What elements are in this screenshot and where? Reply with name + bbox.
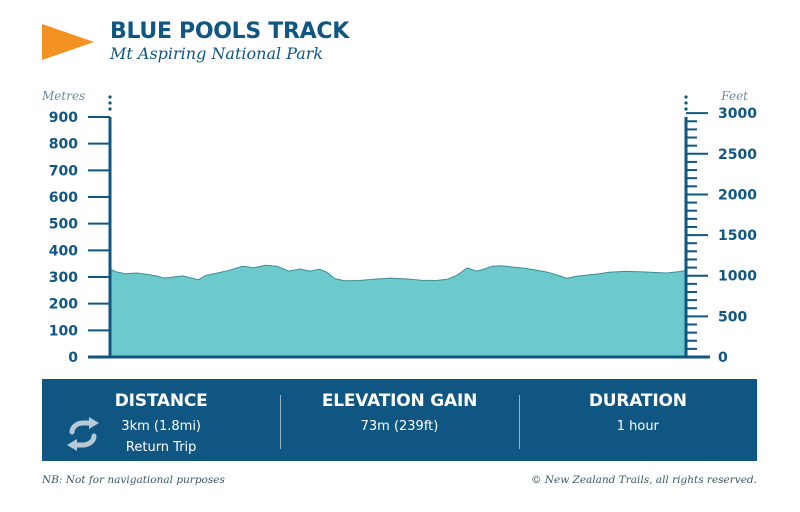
elevation-gain-stat: ELEVATION GAIN 73m (239ft) <box>280 379 518 461</box>
distance-stat: DISTANCE 3km (1.8mi) Return Trip <box>42 379 280 461</box>
distance-trip-type: Return Trip <box>125 440 197 455</box>
elevation-gain-value: 73m (239ft) <box>360 419 439 434</box>
elevation-gain-heading: ELEVATION GAIN <box>321 391 478 411</box>
elevation-area <box>109 264 687 358</box>
trail-title: BLUE POOLS TRACK <box>110 19 349 44</box>
duration-value: 1 hour <box>616 419 659 434</box>
right-tick-label: 0 <box>718 350 728 366</box>
pennant-logo-icon <box>42 24 94 60</box>
left-tick-label: 0 <box>68 350 78 366</box>
duration-stat: DURATION 1 hour <box>518 379 757 461</box>
right-axis-minor-ticks <box>686 120 697 350</box>
left-tick-label: 800 <box>49 137 78 153</box>
left-tick-label: 500 <box>49 217 78 233</box>
right-axis-ticks: 0 500 1000 1500 2000 2500 3000 <box>686 106 757 366</box>
right-tick-label: 1000 <box>718 269 757 285</box>
copyright-notice: © New Zealand Trails, all rights reserve… <box>530 474 757 486</box>
right-tick-label: 1500 <box>718 228 757 244</box>
left-tick-label: 200 <box>49 297 78 313</box>
distance-heading: DISTANCE <box>114 391 208 411</box>
left-tick-label: 700 <box>49 163 78 179</box>
right-tick-label: 500 <box>718 309 747 325</box>
left-tick-label: 100 <box>49 323 78 339</box>
left-tick-label: 600 <box>49 190 78 206</box>
right-tick-label: 3000 <box>718 106 757 122</box>
left-axis-dots <box>108 95 112 111</box>
trail-subtitle: Mt Aspiring National Park <box>110 44 324 63</box>
elevation-chart: Metres Feet 0 100 200 300 400 500 600 700 800 900… <box>41 89 757 366</box>
distance-value: 3km (1.8mi) <box>121 419 202 434</box>
right-tick-label: 2000 <box>718 187 757 203</box>
right-axis-dots <box>684 95 688 111</box>
right-tick-label: 2500 <box>718 147 757 163</box>
left-tick-label: 900 <box>49 110 78 126</box>
pennant-shape <box>42 24 94 60</box>
right-axis-unit-label: Feet <box>720 89 748 103</box>
left-tick-label: 300 <box>49 270 78 286</box>
loop-arrows-icon <box>67 417 99 451</box>
left-axis-unit-label: Metres <box>41 89 85 103</box>
navigation-disclaimer: NB: Not for navigational purposes <box>42 474 225 486</box>
trail-stats-bar: DISTANCE 3km (1.8mi) Return Trip ELEVATI… <box>42 379 757 461</box>
left-axis-ticks: 0 100 200 300 400 500 600 700 800 900 <box>49 110 110 366</box>
left-tick-label: 400 <box>49 243 78 259</box>
duration-heading: DURATION <box>588 391 687 411</box>
